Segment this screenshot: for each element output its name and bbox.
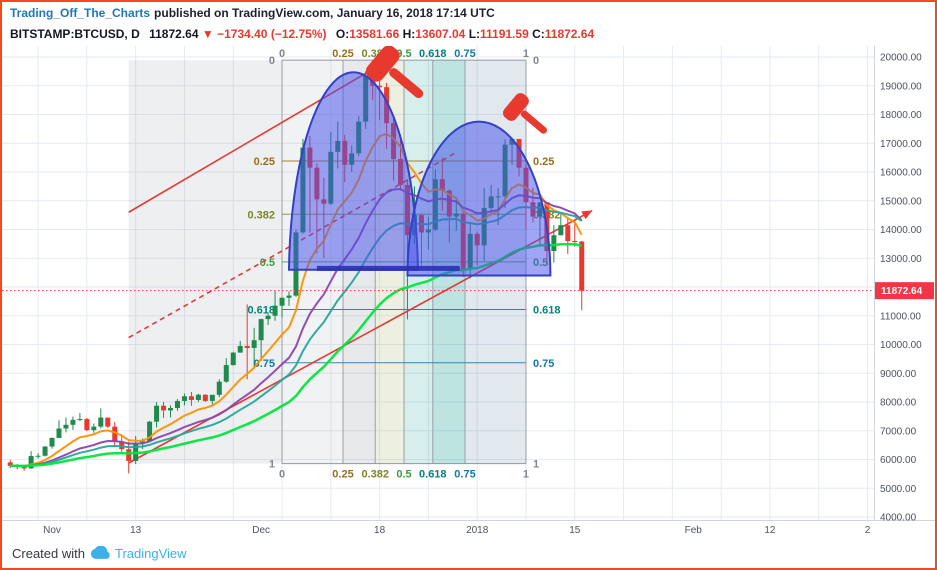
svg-text:0: 0 <box>279 469 285 481</box>
svg-text:0.5: 0.5 <box>396 48 411 60</box>
svg-text:1: 1 <box>533 459 539 471</box>
svg-text:18: 18 <box>374 525 386 536</box>
svg-text:1: 1 <box>269 459 275 471</box>
svg-text:0.25: 0.25 <box>254 156 275 168</box>
price-axis: 20000.00 19000.00 18000.00 17000.00 16000.00… <box>875 53 934 524</box>
svg-text:15000.00: 15000.00 <box>880 196 922 207</box>
svg-text:19000.00: 19000.00 <box>880 81 922 92</box>
hammer-icon <box>502 93 548 134</box>
svg-text:5000.00: 5000.00 <box>880 484 917 495</box>
svg-text:14000.00: 14000.00 <box>880 225 922 236</box>
svg-text:1: 1 <box>523 469 529 481</box>
high-label: H: <box>402 27 416 41</box>
svg-text:13000.00: 13000.00 <box>880 254 922 265</box>
svg-text:13: 13 <box>130 525 142 536</box>
svg-text:12: 12 <box>764 525 776 536</box>
svg-text:0.75: 0.75 <box>533 358 554 370</box>
last-price-value: 11872.64 <box>149 27 199 41</box>
last-price-tag <box>875 282 934 300</box>
hammer-icon <box>365 46 424 99</box>
symbol-info-bar: BITSTAMP:BTCUSD, D 11872.64 ▼ −1734.40 (… <box>2 24 935 46</box>
svg-text:11000.00: 11000.00 <box>880 311 921 322</box>
svg-text:10000.00: 10000.00 <box>880 340 922 351</box>
svg-text:0.618: 0.618 <box>533 305 561 317</box>
tradingview-logo-icon[interactable] <box>90 546 110 560</box>
svg-text:9000.00: 9000.00 <box>880 369 917 380</box>
close-field: C:11872.64 <box>532 27 594 41</box>
svg-text:6000.00: 6000.00 <box>880 455 917 466</box>
svg-text:0.618: 0.618 <box>419 48 447 60</box>
svg-text:0.25: 0.25 <box>332 48 353 60</box>
price-change: −1734.40 (−12.75%) <box>217 27 327 41</box>
svg-text:0: 0 <box>269 55 275 67</box>
close-label: C: <box>532 27 545 41</box>
svg-text:20000.00: 20000.00 <box>880 53 922 64</box>
svg-text:11872.64: 11872.64 <box>881 286 923 297</box>
created-with-text: Created with <box>12 545 85 561</box>
channel-arrowhead <box>581 210 593 220</box>
price-chart-canvas[interactable]: 00000.250.250.250.250.3820.3820.3820.382… <box>2 46 935 538</box>
open-value: 13581.66 <box>349 27 400 41</box>
low-value: 11191.59 <box>480 27 529 41</box>
attribution-bar: Created with TradingView <box>2 538 935 568</box>
open-label: O: <box>335 27 350 41</box>
author-link[interactable]: Trading_Off_The_Charts <box>10 6 151 20</box>
svg-text:0.5: 0.5 <box>260 257 275 269</box>
svg-text:Feb: Feb <box>685 525 703 536</box>
svg-text:2: 2 <box>865 525 871 536</box>
svg-text:0.25: 0.25 <box>533 156 554 168</box>
svg-text:15: 15 <box>569 525 581 536</box>
tradingview-link[interactable]: TradingView <box>114 545 187 561</box>
low-field: L:11191.59 <box>469 27 529 41</box>
publish-bar: Trading_Off_The_Charts published on Tradi… <box>2 2 935 24</box>
svg-text:0.25: 0.25 <box>332 469 353 481</box>
time-axis: Nov 13 Dec 18 2018 15 Feb 12 2 <box>43 525 871 536</box>
svg-text:7000.00: 7000.00 <box>880 426 917 437</box>
arc-patterns <box>287 71 552 277</box>
svg-text:17000.00: 17000.00 <box>880 139 922 150</box>
svg-text:0: 0 <box>533 55 539 67</box>
svg-text:0.618: 0.618 <box>247 305 275 317</box>
svg-text:0.382: 0.382 <box>361 469 389 481</box>
svg-text:8000.00: 8000.00 <box>880 398 917 409</box>
svg-text:2018: 2018 <box>466 525 489 536</box>
svg-text:18000.00: 18000.00 <box>880 110 922 121</box>
open-field: O:13581.66 <box>336 27 399 41</box>
svg-text:0.75: 0.75 <box>454 469 475 481</box>
high-field: H:13607.04 <box>403 27 466 41</box>
svg-text:4000.00: 4000.00 <box>880 513 917 524</box>
svg-text:Dec: Dec <box>252 525 270 536</box>
svg-text:Nov: Nov <box>43 525 61 536</box>
high-value: 13607.04 <box>415 27 466 41</box>
svg-text:1: 1 <box>523 48 529 60</box>
svg-text:0: 0 <box>279 48 285 60</box>
svg-text:0.618: 0.618 <box>419 469 447 481</box>
symbol-name[interactable]: BITSTAMP:BTCUSD, D <box>10 27 140 41</box>
svg-text:0.75: 0.75 <box>454 48 475 60</box>
chart-area[interactable]: 00000.250.250.250.250.3820.3820.3820.382… <box>2 46 935 538</box>
svg-text:0.382: 0.382 <box>247 209 275 221</box>
low-label: L: <box>468 27 481 41</box>
change-down-arrow-icon: ▼ <box>201 27 214 41</box>
close-value: 11872.64 <box>544 27 595 41</box>
svg-text:0.5: 0.5 <box>396 469 411 481</box>
publish-info: published on TradingView.com, January 16… <box>154 6 495 20</box>
svg-text:16000.00: 16000.00 <box>880 168 922 179</box>
